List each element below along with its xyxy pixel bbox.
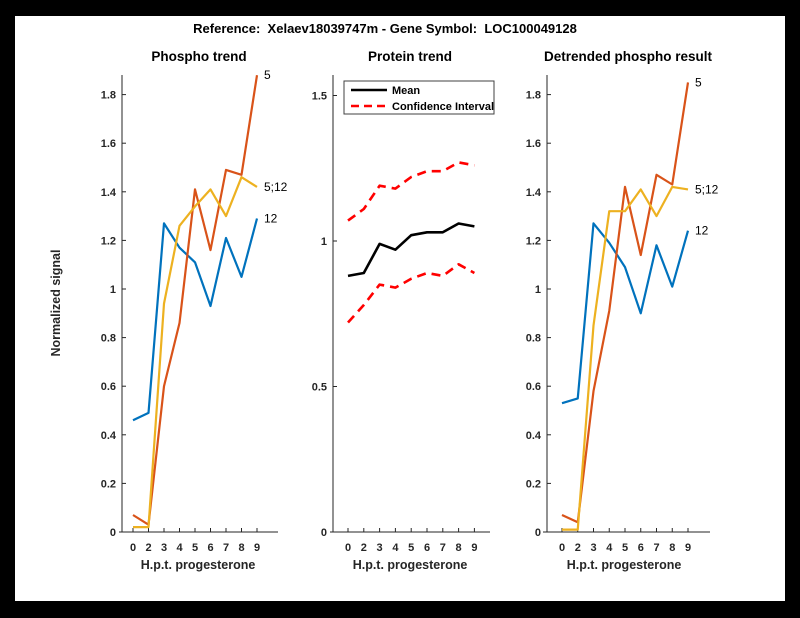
panel-detrended-phospho-result: 00.20.40.60.811.21.41.61.80 2 3 4 5 6 7 8 9Detre… xyxy=(526,49,719,572)
protein-trend-series-Confidence Interval upper xyxy=(347,161,475,222)
detrended-phospho-result-line-label-12: 12 xyxy=(695,224,709,238)
phospho-trend-y-tick-label: 0.6 xyxy=(101,381,116,393)
protein-trend-x-tick-label: 4 xyxy=(392,542,399,554)
phospho-trend-series-5;12 xyxy=(133,176,258,529)
protein-trend-y-tick-label: 1.5 xyxy=(312,91,327,103)
detrended-phospho-result-y-tick-label: 1.6 xyxy=(526,138,541,150)
phospho-trend-x-tick-label: 2 xyxy=(145,542,151,554)
phospho-trend-x-tick-label: 5 xyxy=(192,542,198,554)
protein-trend-xlabel: H.p.t. progesterone xyxy=(353,558,468,572)
detrended-phospho-result-x-tick-label: 5 xyxy=(622,542,628,554)
detrended-phospho-result-line-label-5;12: 5;12 xyxy=(695,182,719,196)
phospho-trend-x-tick-label: 6 xyxy=(207,542,213,554)
phospho-trend-x-tick-label: 9 xyxy=(254,542,260,554)
detrended-phospho-result-line-label-5: 5 xyxy=(695,75,702,89)
phospho-trend-y-tick-label: 1 xyxy=(110,284,116,296)
phospho-trend-y-tick-label: 0.4 xyxy=(101,430,117,442)
phospho-trend-y-tick-label: 0.8 xyxy=(101,333,116,345)
phospho-trend-y-tick-label: 0.2 xyxy=(101,478,116,490)
protein-trend-legend-label: Mean xyxy=(392,85,420,97)
protein-trend-y-tick-label: 0.5 xyxy=(312,382,327,394)
phospho-trend-x-tick-label: 0 xyxy=(130,542,136,554)
phospho-trend-x-tick-label: 7 xyxy=(223,542,229,554)
protein-trend-series-Mean xyxy=(347,222,475,278)
figure-title: Reference: Xelaev18039747m - Gene Symbol… xyxy=(193,21,577,36)
protein-trend-x-tick-label: 3 xyxy=(377,542,383,554)
detrended-phospho-result-y-tick-label: 0 xyxy=(535,527,541,539)
protein-trend-x-tick-label: 9 xyxy=(471,542,477,554)
detrended-phospho-result-series-5;12 xyxy=(562,185,689,531)
phospho-trend-y-tick-label: 0 xyxy=(110,527,116,539)
detrended-phospho-result-x-tick-label: 0 xyxy=(559,542,565,554)
detrended-phospho-result-x-tick-label: 4 xyxy=(606,542,613,554)
panel-phospho-trend: 00.20.40.60.811.21.41.61.80 2 3 4 5 6 7 8 9Phosp… xyxy=(49,49,288,572)
detrended-phospho-result-x-tick-label: 9 xyxy=(685,542,691,554)
detrended-phospho-result-title: Detrended phospho result xyxy=(544,49,713,64)
phospho-trend-series-5 xyxy=(132,75,259,526)
detrended-phospho-result-series-5 xyxy=(561,82,690,524)
protein-trend-title: Protein trend xyxy=(368,49,452,64)
phospho-trend-series-12 xyxy=(132,218,259,422)
detrended-phospho-result-y-tick-label: 1 xyxy=(535,284,541,296)
protein-trend-legend-label: Confidence Interval xyxy=(392,101,494,113)
detrended-phospho-result-x-tick-label: 6 xyxy=(638,542,644,554)
protein-trend-x-tick-label: 6 xyxy=(424,542,430,554)
phospho-trend-y-tick-label: 1.8 xyxy=(101,90,116,102)
protein-trend-x-tick-label: 8 xyxy=(456,542,462,554)
protein-trend-y-tick-label: 1 xyxy=(321,236,327,248)
detrended-phospho-result-y-tick-label: 0.8 xyxy=(526,333,541,345)
detrended-phospho-result-y-tick-label: 0.4 xyxy=(526,430,542,442)
phospho-trend-y-tick-label: 1.2 xyxy=(101,235,116,247)
protein-trend-x-tick-label: 5 xyxy=(408,542,414,554)
protein-trend-x-tick-label: 0 xyxy=(345,542,351,554)
detrended-phospho-result-x-tick-label: 3 xyxy=(590,542,596,554)
detrended-phospho-result-xlabel: H.p.t. progesterone xyxy=(567,558,682,572)
protein-trend-series-Confidence Interval lower xyxy=(347,262,476,324)
protein-trend-y-tick-label: 0 xyxy=(321,527,327,539)
protein-trend-x-tick-label: 7 xyxy=(440,542,446,554)
phospho-trend-y-tick-label: 1.4 xyxy=(101,187,117,199)
detrended-phospho-result-x-tick-label: 2 xyxy=(575,542,581,554)
detrended-phospho-result-y-tick-label: 1.8 xyxy=(526,90,541,102)
detrended-phospho-result-y-tick-label: 1.4 xyxy=(526,187,542,199)
phospho-trend-x-tick-label: 4 xyxy=(176,542,183,554)
detrended-phospho-result-y-tick-label: 0.2 xyxy=(526,478,541,490)
detrended-phospho-result-y-tick-label: 0.6 xyxy=(526,381,541,393)
detrended-phospho-result-y-tick-label: 1.2 xyxy=(526,235,541,247)
detrended-phospho-result-series-12 xyxy=(561,222,690,405)
detrended-phospho-result-x-tick-label: 7 xyxy=(653,542,659,554)
protein-trend-x-tick-label: 2 xyxy=(361,542,367,554)
phospho-trend-xlabel: H.p.t. progesterone xyxy=(141,558,256,572)
phospho-trend-line-label-5: 5 xyxy=(264,68,271,82)
phospho-trend-line-label-12: 12 xyxy=(264,212,278,226)
phospho-trend-x-tick-label: 3 xyxy=(161,542,167,554)
protein-trend-legend-box xyxy=(343,80,495,115)
phospho-trend-x-tick-label: 8 xyxy=(238,542,244,554)
phospho-trend-line-label-5;12: 5;12 xyxy=(264,180,288,194)
phospho-trend-title: Phospho trend xyxy=(151,49,246,64)
phospho-trend-y-tick-label: 1.6 xyxy=(101,138,116,150)
phospho-trend-ylabel: Normalized signal xyxy=(49,250,63,357)
detrended-phospho-result-x-tick-label: 8 xyxy=(669,542,675,554)
